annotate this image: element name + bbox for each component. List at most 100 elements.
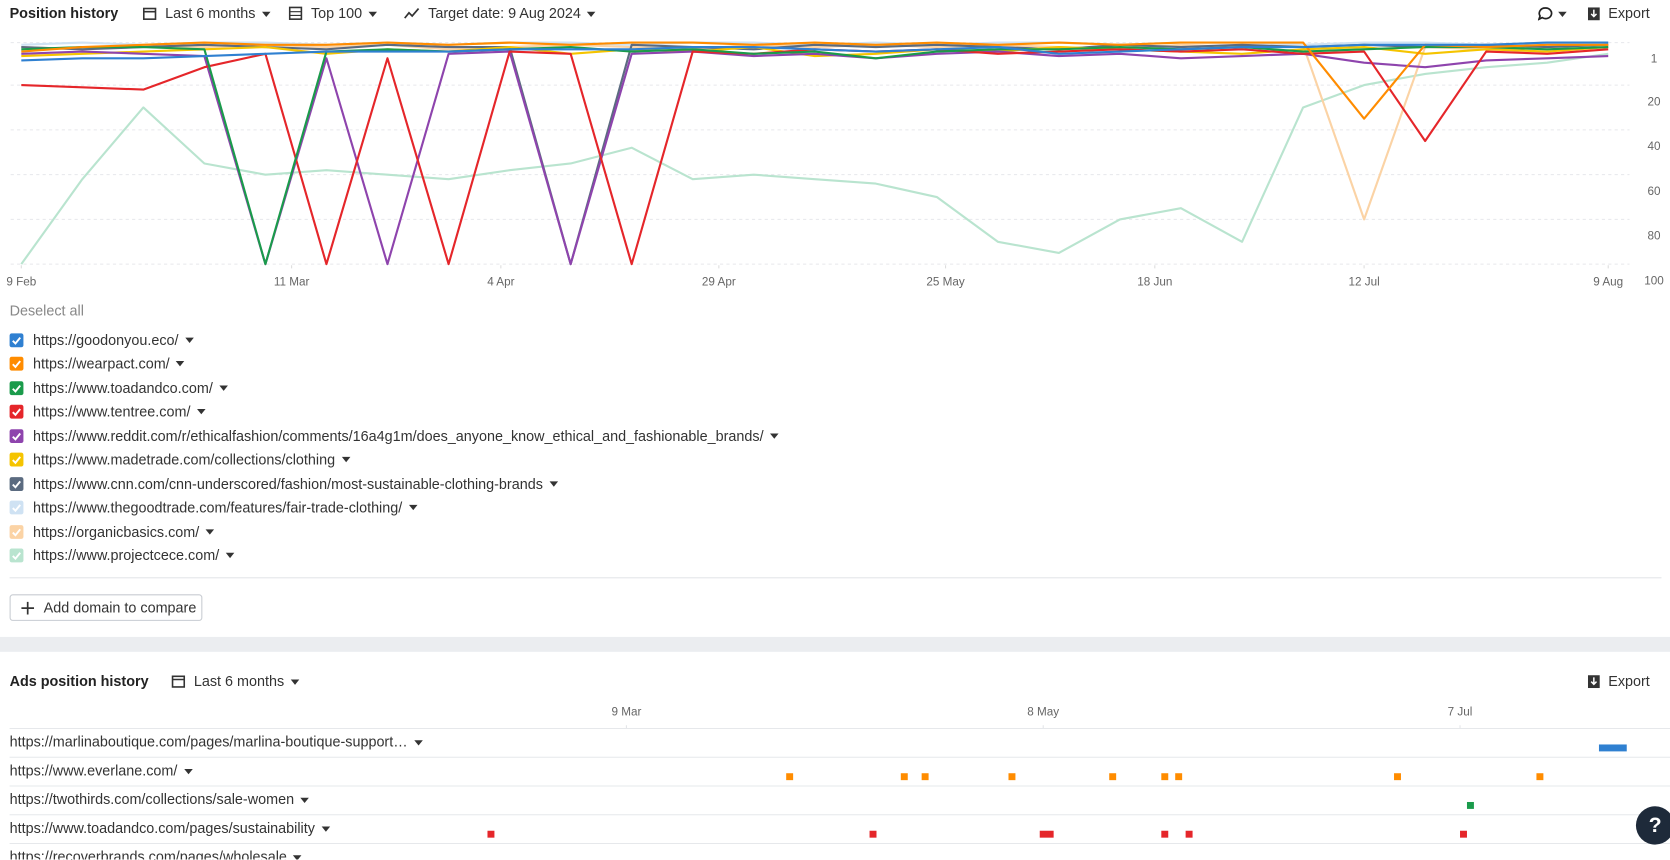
legend-item[interactable]: https://organicbasics.com/ bbox=[9, 520, 779, 544]
export-button[interactable]: Export bbox=[1608, 5, 1650, 22]
deselect-all[interactable]: Deselect all bbox=[9, 302, 84, 319]
ad-mark bbox=[1039, 830, 1054, 838]
caret[interactable] bbox=[769, 433, 779, 439]
y-tick-label: 20 bbox=[1648, 95, 1662, 108]
ad-mark bbox=[786, 773, 794, 781]
row-label[interactable]: https://twothirds.com/collections/sale-w… bbox=[10, 791, 309, 807]
legend-label[interactable]: https://goodonyou.eco/ bbox=[33, 332, 179, 349]
legend-label[interactable]: https://www.thegoodtrade.com/features/fa… bbox=[33, 499, 403, 516]
checkbox[interactable] bbox=[9, 476, 24, 491]
x-tick-label: 7 Jul bbox=[1448, 706, 1473, 719]
checkbox[interactable] bbox=[9, 381, 24, 395]
checkbox[interactable] bbox=[9, 333, 24, 347]
caret[interactable] bbox=[225, 553, 235, 559]
divider bbox=[9, 577, 1662, 579]
legend-label[interactable]: https://www.cnn.com/cnn-underscored/fash… bbox=[33, 475, 543, 492]
target-dropdown[interactable]: Target date: 9 Aug 2024 bbox=[428, 5, 596, 22]
help-button[interactable]: ? bbox=[1635, 806, 1670, 845]
legend-label[interactable]: https://wearpact.com/ bbox=[33, 355, 170, 372]
x-tick-label: 11 Mar bbox=[274, 275, 310, 288]
ad-mark bbox=[921, 773, 929, 781]
legend-item[interactable]: https://goodonyou.eco/ bbox=[9, 328, 779, 352]
x-tick-label: 25 May bbox=[926, 275, 965, 288]
x-tick-label: 18 Jun bbox=[1137, 275, 1172, 288]
row-label-text: https://marlinaboutique.com/pages/marlin… bbox=[9, 733, 408, 750]
row-label-text: https://recoverbrands.com/pages/wholesal… bbox=[9, 848, 287, 860]
trend-icon bbox=[404, 7, 420, 19]
ad-mark bbox=[1394, 773, 1401, 781]
ad-mark bbox=[1109, 773, 1117, 781]
ad-mark bbox=[869, 830, 877, 838]
section-title: Ads position history bbox=[9, 673, 149, 690]
checkbox[interactable] bbox=[9, 500, 24, 515]
series-line bbox=[21, 41, 1609, 120]
period-text: Last 6 months bbox=[193, 673, 285, 690]
legend-item[interactable]: https://www.reddit.com/r/ethicalfashion/… bbox=[9, 424, 779, 448]
ad-mark bbox=[1008, 773, 1016, 781]
caret[interactable] bbox=[184, 337, 194, 343]
export-button[interactable]: Export bbox=[1608, 673, 1650, 690]
top-dropdown[interactable]: Top 100 bbox=[311, 5, 378, 22]
legend-label[interactable]: https://organicbasics.com/ bbox=[33, 523, 200, 540]
caret[interactable] bbox=[219, 385, 228, 391]
period-dropdown[interactable]: Last 6 months bbox=[193, 673, 300, 690]
ad-mark bbox=[900, 773, 908, 781]
row-label[interactable]: https://www.everlane.com/ bbox=[10, 763, 193, 779]
plus-icon bbox=[21, 601, 35, 615]
checkbox[interactable] bbox=[9, 452, 24, 467]
table-icon bbox=[288, 6, 303, 20]
caret[interactable] bbox=[341, 457, 351, 463]
calendar-icon bbox=[171, 675, 186, 688]
row-label[interactable]: https://www.toadandco.com/pages/sustaina… bbox=[10, 820, 330, 836]
ad-mark bbox=[1161, 830, 1169, 838]
y-tick-label: 1 bbox=[1651, 53, 1658, 66]
checkbox[interactable] bbox=[9, 404, 24, 419]
ads-chart: 9 Mar 8 May 7 Jul bbox=[9, 706, 1670, 845]
series-line bbox=[20, 52, 1609, 265]
x-tick-label: 12 Jul bbox=[1348, 275, 1379, 288]
legend-item[interactable]: https://www.toadandco.com/ bbox=[9, 376, 779, 400]
legend-label[interactable]: https://www.tentree.com/ bbox=[33, 403, 191, 420]
checkbox[interactable] bbox=[9, 357, 24, 371]
caret[interactable] bbox=[408, 505, 418, 511]
export-icon bbox=[1587, 675, 1600, 689]
legend-label[interactable]: https://www.toadandco.com/ bbox=[33, 379, 213, 396]
legend-item[interactable]: https://www.cnn.com/cnn-underscored/fash… bbox=[9, 472, 779, 496]
add-domain-button[interactable]: Add domain to compare bbox=[9, 594, 203, 621]
series-line bbox=[21, 41, 1609, 62]
row-label[interactable]: https://recoverbrands.com/pages/wholesal… bbox=[10, 849, 302, 860]
export-icon bbox=[1587, 7, 1600, 21]
caret[interactable] bbox=[300, 797, 309, 803]
legend-item[interactable]: https://www.thegoodtrade.com/features/fa… bbox=[9, 496, 779, 520]
series-line bbox=[21, 43, 1609, 266]
caret[interactable] bbox=[293, 855, 302, 860]
legend-item[interactable]: https://www.projectcece.com/ bbox=[9, 544, 779, 568]
period-dropdown[interactable]: Last 6 months bbox=[165, 5, 271, 22]
legend-item[interactable]: https://www.madetrade.com/collections/cl… bbox=[9, 448, 779, 472]
caret[interactable] bbox=[205, 529, 215, 535]
caret[interactable] bbox=[176, 361, 185, 367]
legend-item[interactable]: https://wearpact.com/ bbox=[9, 352, 779, 376]
row-label[interactable]: https://marlinaboutique.com/pages/marlin… bbox=[10, 734, 423, 750]
caret[interactable] bbox=[196, 409, 206, 415]
legend-label[interactable]: https://www.projectcece.com/ bbox=[33, 547, 220, 564]
caret[interactable] bbox=[413, 740, 423, 746]
caret[interactable] bbox=[321, 826, 330, 832]
checkbox[interactable] bbox=[9, 524, 24, 539]
comment-dropdown[interactable] bbox=[1537, 6, 1568, 21]
y-tick-label: 60 bbox=[1648, 185, 1662, 198]
y-tick-label: 40 bbox=[1648, 140, 1662, 153]
legend-label[interactable]: https://www.madetrade.com/collections/cl… bbox=[33, 451, 336, 468]
series-line bbox=[21, 48, 1609, 266]
caret[interactable] bbox=[183, 768, 193, 775]
x-tick-label: 9 Aug bbox=[1593, 275, 1623, 288]
ad-mark bbox=[1460, 830, 1467, 838]
add-domain-text: Add domain to compare bbox=[43, 599, 197, 616]
legend-item[interactable]: https://www.tentree.com/ bbox=[9, 400, 779, 424]
period-text: Last 6 months bbox=[165, 5, 256, 22]
checkbox[interactable] bbox=[9, 428, 24, 443]
legend-label[interactable]: https://www.reddit.com/r/ethicalfashion/… bbox=[33, 427, 764, 444]
checkbox[interactable] bbox=[9, 548, 24, 563]
caret[interactable] bbox=[549, 481, 558, 487]
legend: https://goodonyou.eco/https://wearpact.c… bbox=[9, 328, 779, 568]
